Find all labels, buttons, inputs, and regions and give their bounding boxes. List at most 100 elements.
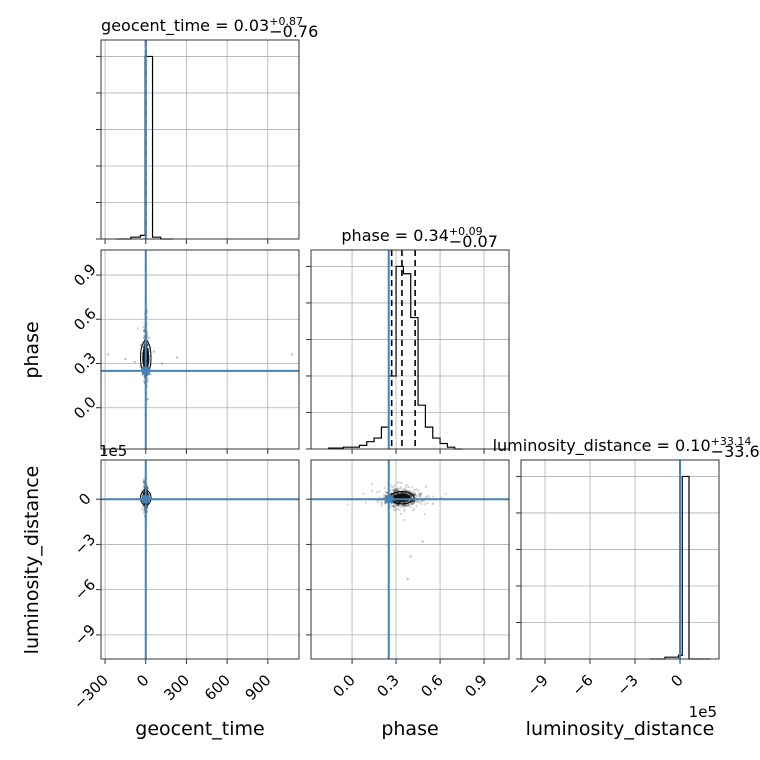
scatter-point xyxy=(423,513,427,516)
scatter-point xyxy=(346,503,349,506)
scatter-point xyxy=(149,373,152,376)
scatter-point xyxy=(408,494,411,497)
scatter-point xyxy=(383,496,386,499)
scatter-point xyxy=(419,495,422,498)
scatter-point xyxy=(405,489,408,492)
scatter-point xyxy=(422,500,426,503)
scatter-point xyxy=(400,512,403,515)
scatter-point xyxy=(402,505,405,508)
scatter-point xyxy=(425,494,429,497)
scatter-point xyxy=(394,500,397,503)
panel-title-minus: −33.62 xyxy=(711,442,760,461)
scatter-point xyxy=(384,491,387,494)
scatter-point xyxy=(414,493,417,497)
scatter-point xyxy=(392,495,395,498)
scatter-point xyxy=(393,504,397,507)
scatter-point xyxy=(413,500,416,503)
scatter-point xyxy=(400,491,403,494)
scatter-point xyxy=(408,493,411,496)
scatter-point xyxy=(142,374,145,377)
scatter-point xyxy=(395,503,398,507)
scatter-point xyxy=(394,506,397,509)
scatter-point xyxy=(402,491,405,494)
histogram-phase xyxy=(328,265,463,450)
scatter-point xyxy=(400,482,403,485)
x-tick-label: 0.3 xyxy=(373,671,403,701)
scatter-point xyxy=(392,489,395,492)
scatter-point xyxy=(375,491,379,494)
scatter-point xyxy=(146,487,149,490)
scatter-point xyxy=(403,504,407,507)
scatter-point xyxy=(395,488,398,491)
scatter-point xyxy=(146,486,149,489)
scatter-point xyxy=(414,488,418,491)
scatter-point xyxy=(396,492,399,495)
y-tick-label: 0.9 xyxy=(70,260,100,290)
scatter-point xyxy=(383,486,386,489)
axes-frame-hist-phase xyxy=(310,249,510,450)
scatter-point xyxy=(142,330,146,333)
scatter-point xyxy=(143,329,146,333)
x-tick-label: 0.6 xyxy=(417,671,447,701)
scatter-point xyxy=(415,499,418,502)
scatter-point xyxy=(404,501,407,504)
scatter-point xyxy=(407,489,410,493)
scatter-point xyxy=(416,499,420,502)
scatter-point xyxy=(396,504,400,507)
x-tick-label: 300 xyxy=(160,671,193,704)
axes-frame-scatter-geocent_time-luminosity_distance xyxy=(100,459,300,660)
scatter-point xyxy=(396,488,399,491)
density-core xyxy=(393,493,410,502)
scatter-point xyxy=(444,492,447,495)
panel-title-luminosity_distance: luminosity_distance = 0.10+33.14 xyxy=(493,435,752,456)
scatter-point xyxy=(142,346,145,349)
scatter-point xyxy=(142,485,145,488)
scatter-point xyxy=(409,505,412,509)
scatter-point xyxy=(393,488,396,491)
scatter-point xyxy=(404,504,407,507)
scatter-point xyxy=(408,490,412,493)
scatter-point xyxy=(419,502,422,505)
scatter-point xyxy=(391,504,395,508)
scatter-point xyxy=(378,490,381,493)
scatter-point xyxy=(398,491,401,495)
scatter-point xyxy=(411,490,414,494)
scatter-point xyxy=(139,343,142,346)
scatter-point xyxy=(393,493,396,496)
scatter-point xyxy=(394,489,397,492)
axes-frame-hist-geocent_time xyxy=(100,39,300,240)
scatter-outlier xyxy=(421,540,424,543)
scatter-point xyxy=(141,508,144,511)
scatter-point xyxy=(146,374,149,377)
scatter-point xyxy=(392,508,396,512)
y-tick-label: 0 xyxy=(75,489,94,508)
scatter-point xyxy=(409,494,412,497)
scatter-outlier xyxy=(412,508,415,511)
x-tick-label: 900 xyxy=(242,671,275,704)
scatter-point xyxy=(147,347,150,351)
scatter-point xyxy=(397,504,400,507)
scatter-point xyxy=(397,491,400,495)
scatter-point xyxy=(417,493,421,496)
scatter-outlier xyxy=(291,353,294,356)
scatter-point xyxy=(406,504,410,507)
scatter-outlier xyxy=(431,502,434,505)
scatter-point xyxy=(376,500,379,503)
x-tick-label: 0.0 xyxy=(329,671,359,701)
scatter-point xyxy=(432,495,435,498)
scatter-point xyxy=(403,510,406,513)
scatter-point xyxy=(393,499,396,503)
scatter-point xyxy=(370,489,373,492)
scatter-point xyxy=(146,376,149,380)
scatter-point xyxy=(389,484,392,487)
scatter-point xyxy=(409,502,413,505)
scatter-outlier xyxy=(152,350,156,353)
scatter-point xyxy=(400,504,403,507)
x-tick-label: 600 xyxy=(201,671,234,704)
scatter-outlier xyxy=(175,356,179,359)
scatter-point xyxy=(403,488,406,491)
scatter-point xyxy=(392,505,395,508)
scatter-point xyxy=(392,489,396,493)
y-axis-label-luminosity_distance: luminosity_distance xyxy=(21,466,43,655)
scatter-point xyxy=(399,491,402,494)
